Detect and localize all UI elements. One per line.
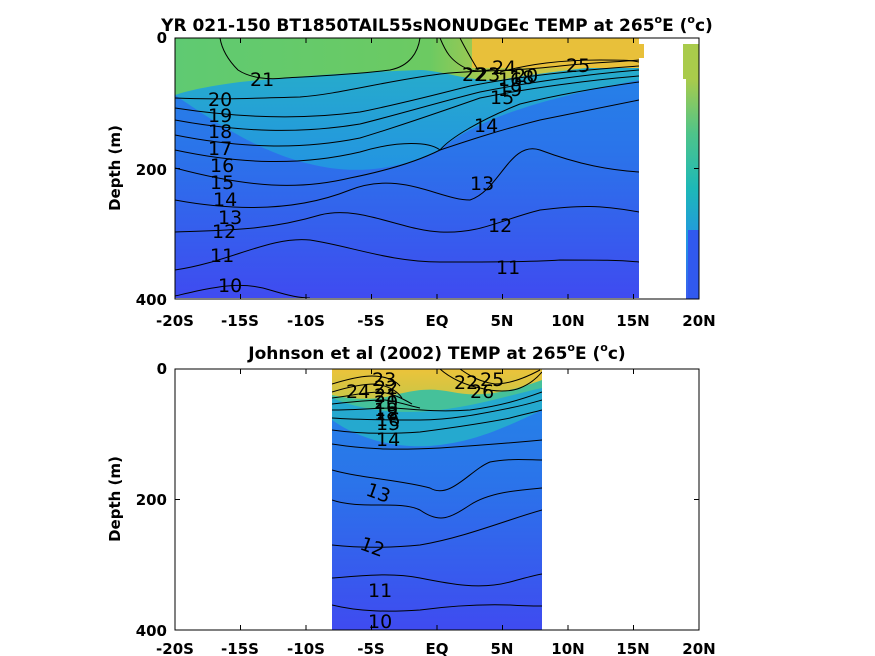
- svg-text:11: 11: [496, 257, 520, 279]
- svg-text:18: 18: [208, 121, 232, 143]
- bottom-xtick-3: -5S: [357, 640, 384, 656]
- top-xtick-2: -10S: [287, 312, 325, 330]
- bottom-xtick-2: -10S: [287, 640, 325, 656]
- top-xtick-0: -20S: [156, 312, 194, 330]
- bottom-xtick-5: 5N: [491, 640, 514, 656]
- svg-text:25: 25: [480, 369, 504, 391]
- top-xtick-4: EQ: [426, 312, 449, 330]
- bottom-ytick-0: 0: [157, 360, 167, 378]
- bottom-xtick-7: 15N: [616, 640, 649, 656]
- bottom-ytick-1: 200: [136, 491, 167, 509]
- svg-text:23: 23: [372, 369, 396, 391]
- svg-text:12: 12: [488, 215, 512, 237]
- svg-text:16: 16: [498, 69, 522, 91]
- svg-text:13: 13: [218, 207, 242, 229]
- top-contour-field: 21 25 20 19 18 17 16 15 14 13 12 11 10 2…: [175, 38, 639, 298]
- bottom-xtick-1: -15S: [221, 640, 259, 656]
- bottom-title: Johnson et al (2002) TEMP at 265oE (oc): [247, 341, 625, 364]
- bottom-y-axis-label: Depth (m): [106, 456, 124, 542]
- svg-text:10: 10: [218, 275, 242, 297]
- svg-text:23: 23: [476, 64, 500, 86]
- bottom-y-tick-labels: 0 200 400: [136, 360, 167, 640]
- svg-text:20: 20: [208, 89, 232, 111]
- top-isotherms: [175, 38, 639, 298]
- svg-text:18: 18: [374, 403, 398, 425]
- svg-text:16: 16: [210, 155, 234, 177]
- svg-text:19: 19: [374, 399, 398, 421]
- svg-text:15: 15: [490, 87, 514, 109]
- svg-text:20: 20: [514, 65, 538, 87]
- bottom-contour-field: 24 23 22 21 20 19 18 16 15 14 13 12 11 1…: [332, 369, 542, 633]
- svg-text:20: 20: [374, 392, 398, 414]
- svg-text:19: 19: [208, 105, 232, 127]
- top-xtick-5: 5N: [491, 312, 514, 330]
- svg-text:15: 15: [210, 172, 234, 194]
- top-title: YR 021-150 BT1850TAIL55sNONUDGEc TEMP at…: [160, 13, 713, 36]
- bottom-ytick-2: 400: [136, 622, 167, 640]
- svg-text:22: 22: [454, 372, 478, 394]
- bottom-isotherms: [332, 369, 542, 612]
- svg-text:13: 13: [470, 173, 494, 195]
- svg-text:24: 24: [346, 381, 370, 403]
- top-xtick-1: -15S: [221, 312, 259, 330]
- top-y-tick-labels: 0 200 400: [136, 29, 167, 309]
- top-xtick-6: 10N: [551, 312, 584, 330]
- bottom-xtick-0: -20S: [156, 640, 194, 656]
- svg-text:14: 14: [376, 429, 400, 451]
- svg-text:22: 22: [374, 377, 398, 399]
- bottom-xtick-6: 10N: [551, 640, 584, 656]
- top-x-tick-labels: -20S -15S -10S -5S EQ 5N 10N 15N 20N: [156, 312, 716, 330]
- top-xtick-7: 15N: [616, 312, 649, 330]
- svg-text:15: 15: [376, 413, 400, 435]
- top-ytick-1: 200: [136, 161, 167, 179]
- svg-text:21: 21: [250, 69, 274, 91]
- bottom-xtick-4: EQ: [426, 640, 449, 656]
- svg-text:18: 18: [510, 67, 534, 89]
- top-ticks: [174, 37, 700, 300]
- top-ytick-2: 400: [136, 291, 167, 309]
- svg-text:12: 12: [212, 221, 236, 243]
- bottom-ticks: [174, 368, 700, 631]
- svg-text:22: 22: [462, 64, 486, 86]
- top-xtick-3: -5S: [357, 312, 384, 330]
- panel-bottom: Johnson et al (2002) TEMP at 265oE (oc): [106, 341, 716, 656]
- top-contour-labels: 21 25 20 19 18 17 16 15 14 13 12 11 10 2…: [208, 55, 590, 297]
- svg-text:26: 26: [470, 381, 494, 403]
- bottom-x-tick-labels: -20S -15S -10S -5S EQ 5N 10N 15N 20N: [156, 640, 716, 656]
- top-right-strip: [639, 44, 699, 299]
- top-ytick-0: 0: [157, 29, 167, 47]
- svg-text:10: 10: [368, 611, 392, 633]
- svg-text:16: 16: [376, 409, 400, 431]
- svg-text:14: 14: [474, 115, 498, 137]
- svg-text:19: 19: [498, 79, 522, 101]
- svg-text:24: 24: [492, 57, 516, 79]
- svg-text:11: 11: [210, 245, 234, 267]
- svg-text:25: 25: [566, 55, 590, 77]
- top-y-axis-label: Depth (m): [106, 125, 124, 211]
- svg-text:11: 11: [368, 580, 392, 602]
- svg-text:17: 17: [208, 138, 232, 160]
- panel-top: YR 021-150 BT1850TAIL55sNONUDGEc TEMP at…: [106, 13, 716, 330]
- svg-text:14: 14: [213, 189, 237, 211]
- top-xtick-8: 20N: [682, 312, 715, 330]
- svg-text:21: 21: [374, 385, 398, 407]
- bottom-xtick-8: 20N: [682, 640, 715, 656]
